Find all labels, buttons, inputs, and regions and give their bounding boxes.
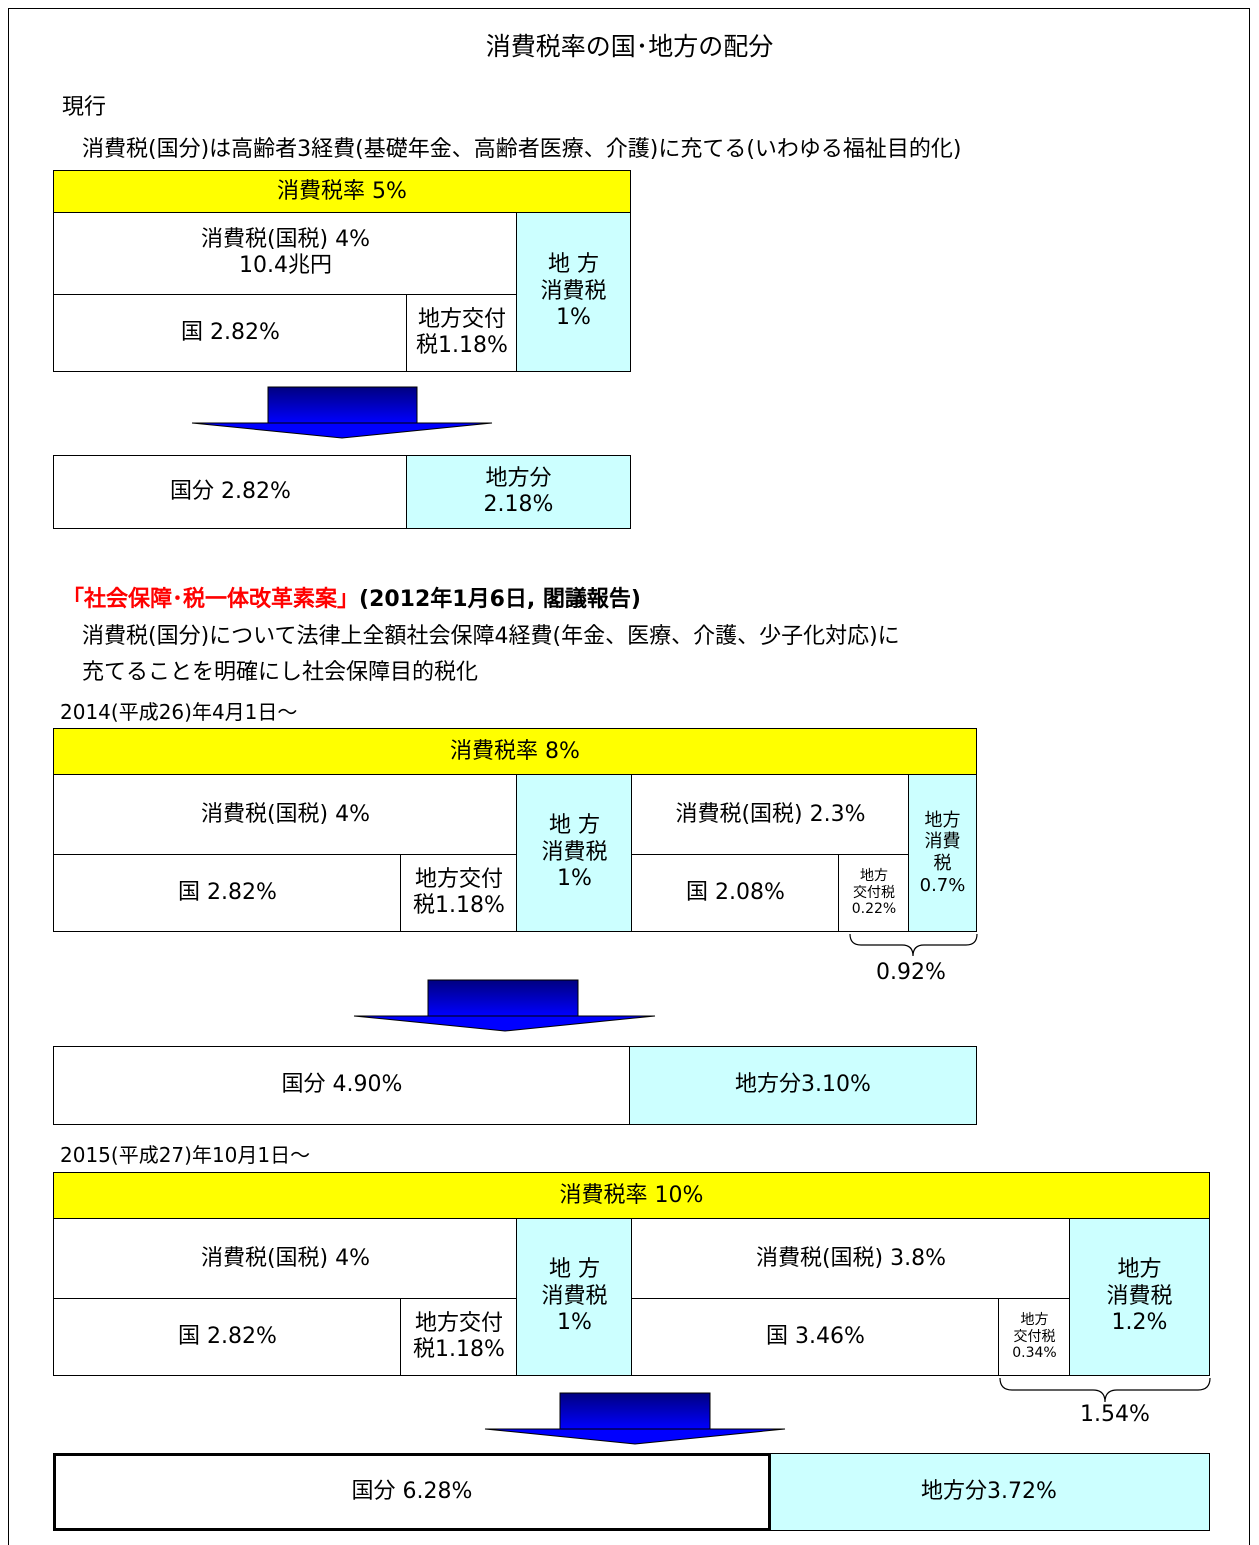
arrow — [191, 386, 493, 439]
note: 消費税(国分)は高齢者3経費(基礎年金、高齢者医療、介護)に充てる(いわゆる福祉… — [82, 137, 962, 162]
grant-cell: 地方交付 税1.18% — [406, 294, 518, 372]
rate-header: 消費税率 10% — [53, 1172, 1210, 1220]
national-cell: 国 3.46% — [631, 1298, 1000, 1376]
brace-label: 0.92% — [876, 960, 946, 985]
national-tax-cell: 消費税(国税) 4% 10.4兆円 — [53, 212, 518, 296]
stage-date: 2015(平成27)年10月1日～ — [60, 1143, 311, 1167]
heading-note: (2012年1月6日, 閣議報告) — [359, 587, 641, 612]
grant-cell: 地方交付 税1.18% — [400, 1298, 518, 1376]
note: 充てることを明確にし社会保障目的税化 — [82, 660, 479, 685]
result-national: 国分 6.28% — [53, 1453, 771, 1531]
result-local: 地方分 2.18% — [406, 455, 631, 529]
result-local: 地方分3.10% — [629, 1046, 977, 1125]
local-tax-cell: 地 方 消費税 1% — [516, 212, 631, 372]
local-tax-cell: 地方 消費 税 0.7% — [908, 774, 977, 932]
local-tax-cell: 地 方 消費税 1% — [516, 1218, 633, 1376]
grant-cell: 地方 交付税 0.22% — [838, 854, 910, 932]
local-tax-cell: 地 方 消費税 1% — [516, 774, 633, 932]
rate-header: 消費税率 5% — [53, 170, 631, 214]
page-frame — [8, 8, 1250, 1545]
title: 消費税率の国･地方の配分 — [485, 32, 774, 61]
national-cell: 国 2.08% — [631, 854, 840, 932]
result-local: 地方分3.72% — [768, 1453, 1210, 1531]
section-label: 現行 — [62, 95, 107, 120]
brace — [999, 1377, 1211, 1403]
grant-cell: 地方交付 税1.18% — [400, 854, 518, 932]
national-tax-cell: 消費税(国税) 2.3% — [631, 774, 910, 856]
reform-heading: 「社会保障･税一体改革素案」(2012年1月6日, 閣議報告) — [62, 589, 641, 611]
arrow — [484, 1392, 786, 1445]
rate-header: 消費税率 8% — [53, 728, 977, 776]
national-tax-cell: 消費税(国税) 4% — [53, 1218, 518, 1300]
national-tax-cell: 消費税(国税) 4% — [53, 774, 518, 856]
result-national: 国分 2.82% — [53, 455, 408, 529]
national-cell: 国 2.82% — [53, 854, 402, 932]
national-cell: 国 2.82% — [53, 294, 408, 372]
brace-label: 1.54% — [1080, 1402, 1150, 1427]
brace — [849, 933, 978, 957]
stage-date: 2014(平成26)年4月1日～ — [60, 700, 298, 724]
arrow — [353, 979, 656, 1032]
national-tax-cell: 消費税(国税) 3.8% — [631, 1218, 1071, 1300]
local-tax-cell: 地方 消費税 1.2% — [1069, 1218, 1210, 1376]
heading-text: 「社会保障･税一体改革素案」 — [62, 587, 360, 612]
result-national: 国分 4.90% — [53, 1046, 631, 1125]
national-cell: 国 2.82% — [53, 1298, 402, 1376]
grant-cell: 地方 交付税 0.34% — [998, 1298, 1071, 1376]
note: 消費税(国分)について法律上全額社会保障4経費(年金、医療、介護、少子化対応)に — [82, 624, 900, 649]
